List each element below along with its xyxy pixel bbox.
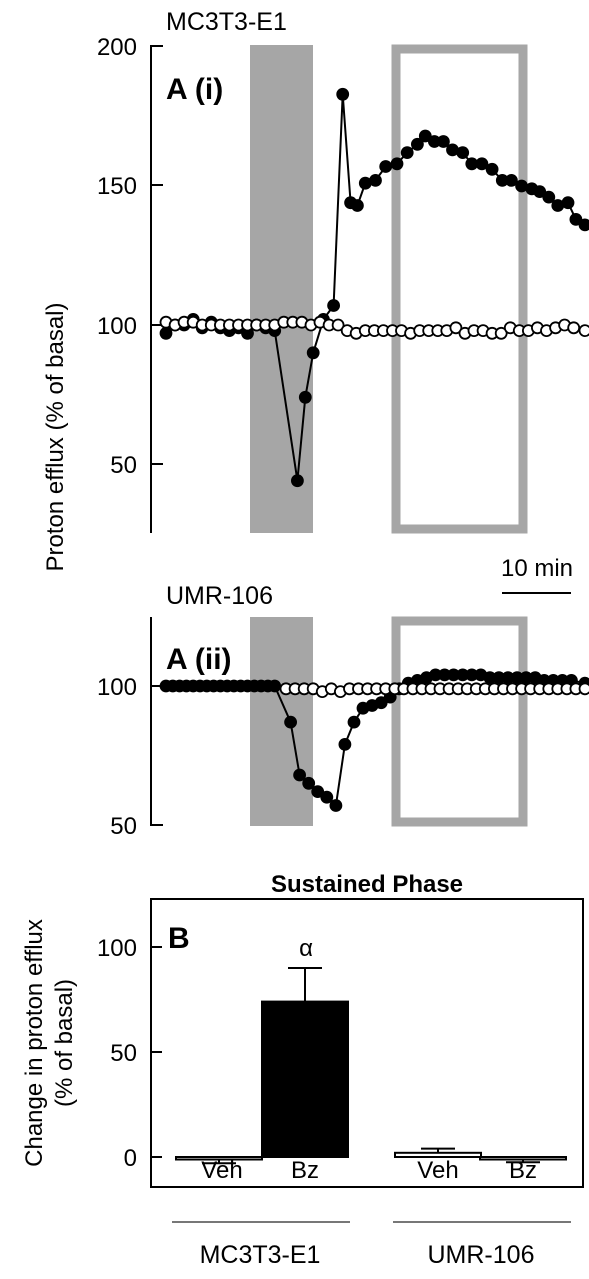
panel-a-i-point-filled [475,157,489,171]
panel-a-i-point-filled [410,137,424,151]
panel-b-ytick-label-100: 100 [97,935,137,962]
panel-a-i-ytick-label-100: 100 [97,313,137,340]
panel-b: Sustained Phase 0 50 100 Change in proto… [21,871,584,1269]
panel-b-ytick-label-50: 50 [110,1040,137,1067]
panel-a-i-point-filled [336,87,350,101]
panel-b-xtick-label-bz-mc3t3: Bz [291,1157,319,1184]
panel-a-ii-point-filled [374,696,388,710]
panel-a-ii-point-filled [320,790,334,804]
panel-a-i-ytick-label-150: 150 [97,173,137,200]
panel-a-i-point-filled [578,218,589,232]
panel-b-label: B [168,922,190,955]
panel-a-ii-point-filled [293,768,307,782]
panel-a-ii-point-filled [329,799,343,812]
panel-b-frame [150,898,584,1188]
panel-a-ii-shaded-window [250,617,313,826]
panel-a-ii-plot [159,668,589,812]
panel-a-ii-ytick-label-50: 50 [110,813,137,840]
panel-b-xtick-label-bz-umr: Bz [509,1157,537,1184]
panel-a-i-point-filled [350,199,364,212]
panel-b-ylabel-line1: Change in proton efflux [21,919,48,1167]
panel-a-i-point-filled [515,179,528,193]
panel-a-i-point-filled [400,146,414,160]
panel-a-i-point-open [567,321,581,335]
panel-a-ii-point-filled [302,776,316,790]
panel-a-y-axis-label: Proton efflux (% of basal) [42,302,69,571]
panel-a-ii: UMR-106 50 100 A (ii) [97,582,589,840]
panel-a-i-point-filled [551,199,565,212]
panel-a-ii-point-filled [311,785,325,798]
panel-a-i-point-filled [159,326,173,340]
panel-a-i-point-filled [369,173,382,187]
panel-a-ii-point-filled [268,679,282,693]
panel-a-i-point-filled [561,196,575,210]
panel-a-i-point-open [578,324,589,337]
panel-b-group-label-umr: UMR-106 [428,1241,535,1269]
panel-a-i-plot [159,87,589,488]
panel-a-i-point-open [449,321,463,335]
panel-a-ii-point-filled [338,738,352,751]
panel-a-i-point-filled [306,346,320,360]
panel-a-ii-point-open [578,682,589,696]
panel-b-xtick-label-veh-umr: Veh [417,1157,458,1184]
panel-a-ii-point-filled [347,715,361,729]
panel-a-i-point-filled [298,390,312,404]
panel-a-i-ytick-label-50: 50 [110,452,137,479]
panel-a-i-point-filled [542,190,556,204]
panel-a-i-point-filled [446,143,459,157]
panel-b-ytick-label-0: 0 [124,1145,137,1172]
panel-a-i-cell-line: MC3T3-E1 [166,8,287,36]
panel-a-i-point-filled [358,176,372,190]
panel-a-i-point-filled [504,173,518,187]
panel-a-ii-cell-line: UMR-106 [166,582,273,610]
panel-b-plot [175,967,567,1165]
panel-b-title: Sustained Phase [271,871,463,898]
panel-a-i-ytick-label-200: 200 [97,34,137,61]
panel-a-i-point-open [331,318,345,332]
panel-a-ii-label: A (ii) [166,643,232,676]
panel-a-ii-ytick-label-100: 100 [97,674,137,701]
panel-a-i-point-filled [569,212,583,226]
panel-a-i-point-filled [533,185,547,199]
panel-b-group-label-mc3t3: MC3T3-E1 [200,1241,321,1269]
panel-a-i-point-open [494,326,508,340]
panel-b-bar [261,1000,349,1158]
panel-b-xtick-label-veh-mc3t3: Veh [201,1157,242,1184]
panel-a-i-point-filled [379,160,393,173]
panel-a-i-point-filled [418,129,432,143]
panel-a-i-shaded-window [250,45,313,533]
panel-b-ylabel-line2: (% of basal) [51,979,78,1107]
panel-b-significance-mark: α [299,935,313,962]
panel-a-ii-point-filled [284,715,298,729]
panel-a-ii-outlined-window [391,616,528,827]
panel-a-i-point-filled [290,474,304,488]
panel-a-i-point-filled [456,146,470,160]
panel-a-i-point-filled [327,299,341,312]
panel-a-i: MC3T3-E1 50 100 150 200 A (i) [97,8,589,534]
panel-a-i-point-filled [390,157,404,171]
scale-bar-label: 10 min [501,555,573,582]
panel-a-i-outlined-window [391,44,528,534]
panel-a-i-point-filled [485,162,499,176]
panel-a-i-label: A (i) [166,73,223,106]
panel-a-i-point-filled [436,135,450,148]
